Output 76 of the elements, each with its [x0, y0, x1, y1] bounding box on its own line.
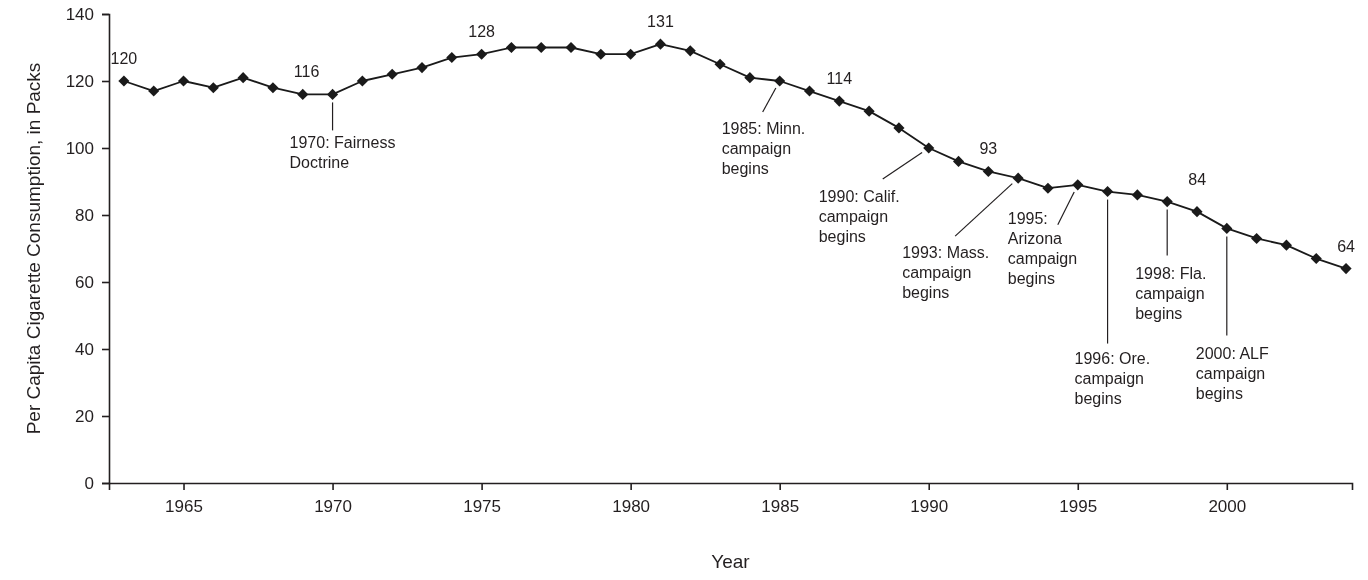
data-label: 131 — [647, 13, 674, 31]
point — [476, 48, 488, 60]
point — [148, 85, 160, 97]
annotation: 1985: Minn. campaign begins — [721, 120, 806, 177]
y-tick-label: 120 — [65, 71, 94, 91]
point — [1280, 239, 1292, 251]
point — [1340, 263, 1352, 275]
point — [1072, 179, 1084, 191]
point — [267, 82, 279, 94]
data-label: 114 — [826, 70, 853, 88]
point — [654, 38, 667, 50]
y-tick-label: 60 — [75, 272, 94, 292]
point — [923, 142, 935, 154]
point — [774, 75, 786, 87]
annotation: 1996: Ore. campaign begins — [1074, 349, 1151, 407]
point — [595, 48, 607, 60]
point — [386, 68, 398, 80]
annotation: 1990: Calif. campaign begins — [818, 188, 900, 245]
x-tick-label: 1965 — [165, 497, 203, 517]
point — [327, 88, 339, 100]
y-axis-title: Per Capita Cigarette Consumption, in Packs — [23, 62, 44, 435]
point — [833, 95, 845, 107]
y-tick-label: 80 — [75, 205, 94, 225]
point — [565, 41, 577, 54]
data-label: 128 — [468, 23, 496, 41]
point — [803, 85, 816, 97]
point — [237, 72, 249, 84]
point — [1042, 182, 1054, 194]
point — [1161, 196, 1173, 208]
point — [297, 88, 309, 100]
y-tick-label: 20 — [75, 406, 94, 426]
point — [1102, 185, 1114, 198]
point — [863, 105, 875, 117]
point — [684, 45, 696, 57]
point — [893, 122, 905, 134]
point — [1191, 206, 1203, 218]
point — [1131, 189, 1143, 201]
x-tick-label: 1990 — [910, 497, 949, 517]
annotation: 1995: Arizona campaign begins — [1007, 209, 1078, 287]
point — [1221, 222, 1233, 234]
point — [625, 48, 637, 60]
point — [207, 82, 219, 94]
point — [952, 155, 965, 167]
point — [118, 75, 130, 87]
x-tick-label: 1985 — [761, 497, 800, 517]
point — [177, 75, 190, 87]
data-label: 84 — [1188, 170, 1207, 188]
x-tick-label: 1980 — [612, 497, 651, 517]
y-tick-label: 0 — [84, 473, 94, 493]
point — [744, 72, 756, 84]
data-label: 116 — [293, 63, 320, 81]
annotation: 2000: ALF campaign begins — [1195, 345, 1269, 403]
y-tick-label: 140 — [65, 4, 94, 24]
data-label: 120 — [110, 50, 138, 67]
annotation: 1970: Fairness Doctrine — [289, 134, 396, 172]
point — [1251, 232, 1263, 245]
annotation: 1998: Fla. campaign begins — [1135, 264, 1207, 322]
y-tick-label: 100 — [65, 138, 94, 158]
x-tick-label: 2000 — [1208, 497, 1247, 517]
point — [356, 75, 368, 87]
point — [505, 41, 517, 54]
point — [446, 51, 458, 64]
data-label: 64 — [1337, 237, 1356, 255]
point — [982, 165, 994, 178]
x-tick-label: 1975 — [463, 497, 502, 517]
x-tick-label: 1995 — [1059, 497, 1098, 517]
x-axis-title: Year — [711, 551, 751, 572]
y-tick-label: 40 — [75, 339, 94, 359]
point — [714, 58, 726, 70]
annotation: 1993: Mass. campaign begins — [902, 244, 990, 302]
point — [416, 62, 428, 74]
x-tick-label: 1970 — [314, 497, 352, 517]
point — [1012, 172, 1024, 184]
data-label: 93 — [979, 140, 998, 158]
point — [535, 41, 547, 54]
point — [1310, 252, 1322, 265]
